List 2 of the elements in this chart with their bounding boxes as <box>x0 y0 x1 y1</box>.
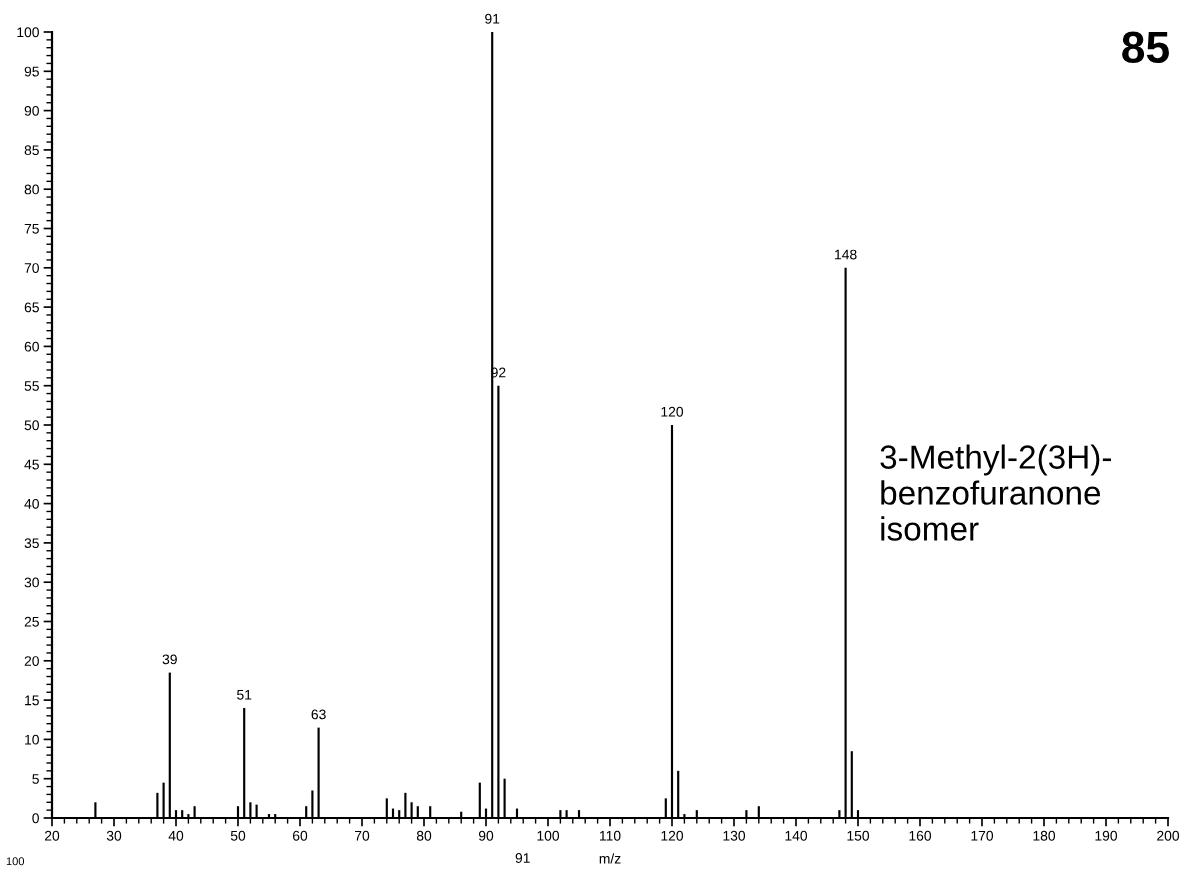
annotation: 3-Methyl-2(3H)- benzofuranone isomer <box>880 444 1112 541</box>
annotation: 85 <box>1122 31 1169 64</box>
